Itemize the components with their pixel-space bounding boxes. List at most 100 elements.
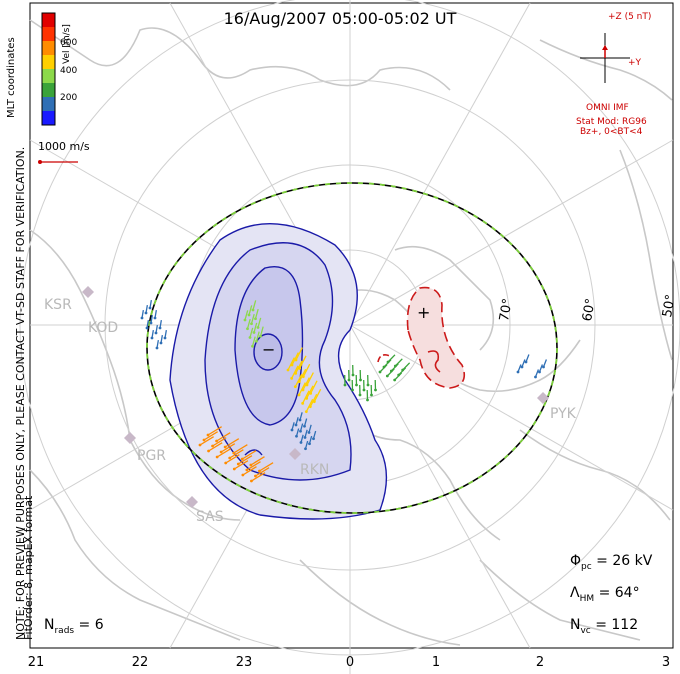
velocity-vector-origin	[256, 326, 260, 329]
radar-marker-ksr	[82, 286, 94, 298]
stat-phi-pc-subscript: pc	[581, 561, 592, 572]
imf-model-line2: Bz+, 0<BT<4	[580, 127, 643, 137]
velocity-vector-origin	[207, 449, 210, 453]
velocity-vector	[237, 455, 253, 465]
velocity-vector-origin	[241, 473, 245, 477]
velocity-vector-origin	[154, 331, 158, 335]
velocity-vector-origin	[155, 346, 159, 350]
velocity-vector-origin	[366, 383, 370, 387]
velocity-vector	[252, 300, 257, 311]
velocity-vector-origin	[290, 376, 294, 380]
mlt-axis-label-0: 0	[345, 655, 355, 670]
velocity-vector-origin	[312, 400, 316, 404]
velocity-vector-origin	[312, 437, 315, 441]
velocity-vector-origin	[516, 370, 520, 374]
mlt-axis-label-23: 23	[235, 655, 253, 670]
velocity-vector-origin	[294, 423, 298, 427]
velocity-vector-origin	[301, 401, 305, 405]
velocity-vector-origin	[255, 339, 258, 343]
colorbar-segment	[42, 111, 55, 125]
velocity-vector	[250, 313, 255, 324]
velocity-vector-origin	[308, 405, 312, 409]
velocity-vector-origin	[307, 431, 311, 434]
colorbar-tick-400: 400	[60, 66, 78, 76]
velocity-vector-origin	[140, 316, 144, 320]
velocity-vector-origin	[374, 388, 377, 392]
mlt-axis-label-3: 3	[661, 655, 671, 670]
colorbar-outline	[41, 12, 56, 126]
velocity-vector-origin	[393, 364, 397, 368]
colorbar-tick-200: 200	[60, 93, 78, 103]
velocity-vector-origin	[252, 331, 256, 334]
velocity-vector	[208, 442, 223, 452]
velocity-vector-origin	[305, 396, 309, 400]
velocity-vector-origin	[538, 370, 541, 374]
imf-source-label: OMNI IMF	[586, 103, 629, 113]
velocity-vector	[255, 331, 260, 342]
velocity-vector	[233, 444, 248, 454]
velocity-vector-origin	[206, 433, 210, 437]
velocity-vector-origin	[148, 306, 152, 310]
radar-label-ksr: KSR	[44, 297, 72, 313]
velocity-vector-origin	[145, 326, 149, 330]
radar-label-pyk: PYK	[550, 406, 576, 422]
velocity-vector-origin	[305, 383, 309, 387]
velocity-vector-origin	[397, 373, 401, 377]
velocity-vector-origin	[303, 436, 307, 439]
velocity-vector	[251, 336, 256, 347]
radar-marker-sas	[186, 496, 198, 508]
velocity-vector	[241, 450, 257, 460]
stat-lambda-subscript: HM	[579, 593, 595, 604]
velocity-vector-origin	[293, 385, 297, 389]
velocity-vector-origin	[236, 462, 240, 466]
velocity-vector	[302, 363, 311, 377]
colorbar-segment	[42, 41, 55, 55]
velocity-vector-origin	[254, 474, 257, 478]
velocity-vector-origin	[246, 327, 249, 331]
velocity-vector-origin	[297, 393, 301, 397]
velocity-vector	[220, 443, 236, 453]
velocity-vector-origin	[351, 388, 354, 392]
velocity-vector	[295, 360, 303, 374]
velocity-vector-origin	[245, 468, 249, 472]
velocity-vector-origin	[542, 365, 545, 369]
radar-label-pgr: PGR	[137, 448, 167, 464]
stat-phi-pc: Φpc = 26 kV	[570, 553, 652, 572]
velocity-vector-origin	[520, 365, 524, 369]
velocity-vector-origin	[362, 388, 366, 392]
velocity-vector	[246, 461, 261, 471]
velocity-vector-origin	[258, 469, 261, 473]
velocity-vector	[287, 357, 295, 371]
velocity-vector-origin	[303, 424, 306, 428]
velocity-vector-origin	[299, 429, 302, 433]
velocity-vector	[244, 310, 249, 321]
velocity-vector-origin	[308, 442, 311, 446]
radar-marker-pyk	[537, 392, 549, 404]
velocity-vector-origin	[251, 344, 254, 348]
colorbar-segment	[42, 83, 55, 97]
velocity-vector	[224, 438, 240, 448]
velocity-vector-origin	[224, 461, 228, 465]
velocity-vector	[216, 448, 232, 458]
radar-marker-rkn	[289, 448, 301, 460]
velocity-vector	[259, 462, 274, 472]
velocity-vector-origin	[343, 383, 347, 387]
velocity-vector	[203, 431, 218, 441]
velocity-vector-origin	[163, 336, 167, 340]
mlt-axis-label-21: 21	[27, 655, 45, 670]
velocity-vector	[302, 390, 310, 404]
velocity-vector-origin	[294, 371, 298, 375]
velocity-vector	[298, 368, 307, 382]
stat-nvc: Nvc = 112	[570, 617, 638, 636]
velocity-vector	[310, 380, 318, 394]
coastlines	[29, 19, 673, 646]
velocity-vector-origin	[393, 378, 397, 382]
colorbar-segment	[42, 27, 55, 41]
velocity-vector	[305, 398, 314, 412]
velocity-vector-origin	[304, 447, 307, 451]
imf-y-label: +Y	[628, 58, 642, 68]
velocity-vector	[299, 355, 307, 369]
stat-phi-pc-value: = 26 kV	[591, 553, 653, 569]
velocity-vector	[246, 318, 251, 329]
velocity-vector	[302, 377, 310, 391]
